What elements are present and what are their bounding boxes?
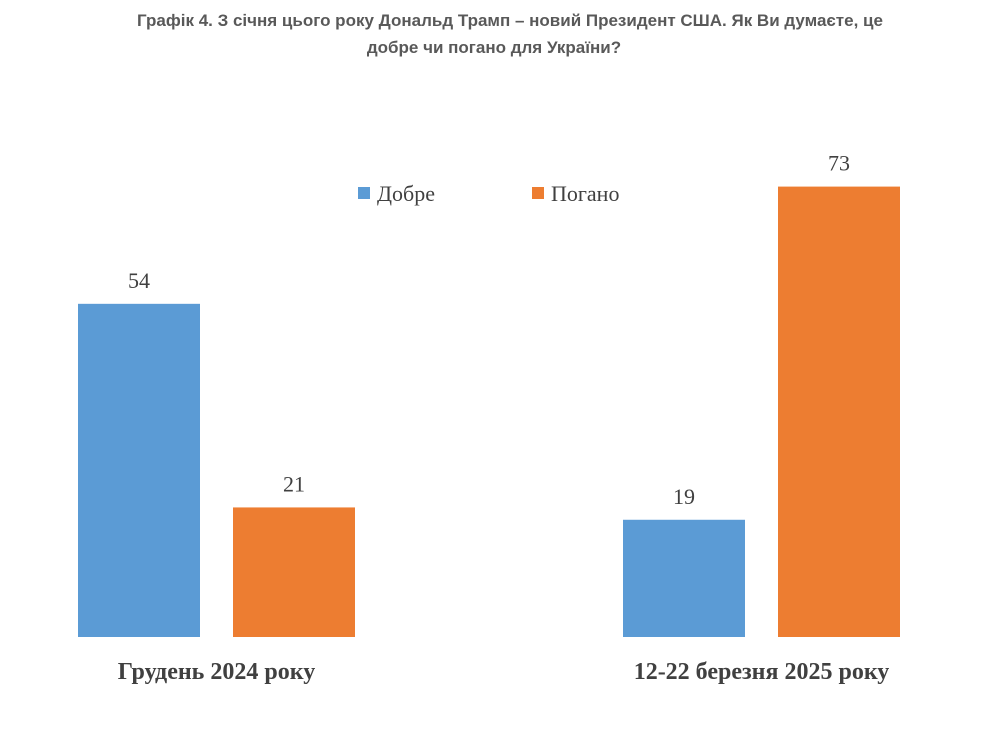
bar (778, 186, 900, 637)
bar (233, 507, 355, 637)
legend-label: Добре (377, 181, 435, 206)
legend-label: Погано (551, 181, 619, 206)
value-label: 19 (673, 484, 695, 509)
bar (78, 303, 200, 637)
value-label: 73 (828, 151, 850, 176)
value-label: 54 (128, 268, 150, 293)
bar (623, 519, 745, 637)
legend-swatch (532, 187, 544, 199)
chart-title: Графік 4. З січня цього року Дональд Тра… (137, 11, 883, 30)
chart-title: добре чи погано для України? (367, 38, 621, 57)
legend-swatch (358, 187, 370, 199)
x-tick-label: Грудень 2024 року (118, 659, 315, 685)
value-label: 21 (283, 471, 305, 496)
x-tick-label: 12-22 березня 2025 року (634, 659, 890, 685)
